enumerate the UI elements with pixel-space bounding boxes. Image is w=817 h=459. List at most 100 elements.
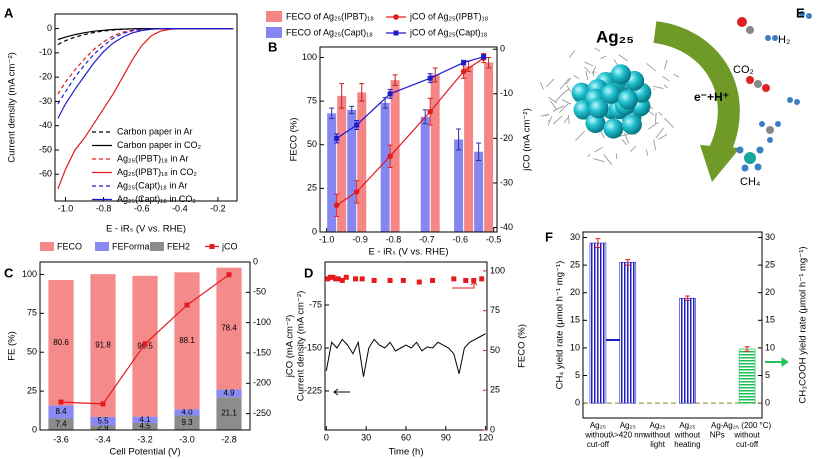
- point: [353, 189, 360, 195]
- arrow-head: [700, 145, 740, 182]
- bar: [430, 74, 440, 232]
- atom: [754, 163, 762, 171]
- panel-letter: E: [796, 5, 805, 20]
- plot-frame: [54, 13, 238, 202]
- value-label: 7.4: [55, 419, 67, 428]
- legend-swatch: [266, 27, 282, 38]
- silver-atom: [621, 114, 642, 135]
- x-tick-label: 60: [401, 432, 411, 442]
- ligand-bond: [648, 122, 659, 130]
- ligand-bond: [545, 114, 548, 117]
- ligand-bond: [591, 66, 597, 74]
- point: [100, 401, 106, 407]
- panel-letter: F: [545, 229, 553, 244]
- ligand-bond: [540, 82, 544, 90]
- line: [57, 28, 234, 105]
- ligand-bond: [565, 77, 572, 85]
- ligand-bond: [559, 77, 570, 90]
- x-tick-label-line: without: [674, 431, 701, 440]
- ligand-bond: [646, 63, 657, 72]
- point: [400, 277, 406, 283]
- legend-label: Ag₂₅(Capt)₁₈ in Ar: [117, 180, 187, 190]
- y-tick-label: 30: [570, 232, 580, 242]
- legend-swatch: [266, 11, 282, 22]
- y-tick-label: 75: [490, 305, 500, 315]
- ligand-bond: [566, 85, 571, 92]
- ligand-bond: [540, 113, 550, 117]
- y-tick-label: -30: [500, 177, 513, 187]
- bar: [484, 62, 494, 232]
- x-tick-label-line: Ag₂₅: [620, 421, 636, 430]
- silver-atom: [617, 89, 638, 110]
- x-tick-label-line: without: [644, 431, 671, 440]
- cluster-label: Ag₂₅: [596, 27, 634, 46]
- bar: [474, 151, 484, 232]
- y-tick-label: 0: [490, 424, 495, 434]
- point: [226, 272, 232, 278]
- bar: [380, 102, 390, 232]
- point: [427, 75, 433, 81]
- y-tick-label: 0: [32, 424, 37, 434]
- x-axis-label: E - iRₛ (V vs. RHE): [368, 247, 448, 258]
- x-tick-label: 0: [324, 432, 329, 442]
- legend-label: FECO of Ag₂₅(Capt)₁₈: [286, 27, 373, 37]
- x-tick-label: 30: [361, 432, 371, 442]
- x-tick-label: -1.0: [319, 234, 335, 244]
- point: [387, 153, 393, 160]
- bar-segment: [132, 416, 158, 423]
- x-tick-label: -0.7: [419, 234, 435, 244]
- bar: [357, 92, 367, 233]
- y-axis-label: Current density (mA cm⁻²): [296, 291, 307, 402]
- x-tick-label: -0.2: [210, 203, 226, 213]
- point: [479, 276, 485, 282]
- value-label: 8.4: [55, 407, 67, 416]
- x-tick-label: -0.6: [134, 203, 150, 213]
- ligand-bond: [658, 133, 668, 140]
- arrow: [333, 388, 350, 396]
- value-label: 5.5: [97, 416, 109, 425]
- atom: [762, 84, 770, 92]
- y-tick-label: 30: [765, 232, 775, 242]
- panel-letter: A: [4, 5, 14, 20]
- bar-segment: [174, 272, 200, 410]
- ligand-bond: [624, 132, 629, 144]
- y2-axis-label: CH₃COOH yield rate (μmol h⁻¹ mg⁻¹): [798, 246, 809, 403]
- x-tick-label: -0.5: [486, 234, 502, 244]
- point: [325, 276, 331, 282]
- molecule-label: e⁻+H⁺: [694, 90, 729, 104]
- ligand-bond: [600, 55, 607, 60]
- ligand-bond: [567, 114, 570, 124]
- y-tick-label: -40: [39, 120, 52, 130]
- value-label: 4.0: [181, 408, 193, 417]
- panel-letter: B: [268, 39, 277, 54]
- y-tick-label: 75: [307, 95, 317, 105]
- y-tick-label: 25: [307, 183, 317, 193]
- ligand-bond: [573, 74, 580, 80]
- bar-segment: [132, 423, 158, 430]
- atom: [806, 13, 812, 19]
- error-bar: [744, 346, 750, 352]
- y-tick-label: -150: [304, 342, 322, 352]
- atom: [746, 26, 754, 34]
- x-tick-label: -3.6: [53, 434, 69, 444]
- ligand-bond: [653, 85, 664, 90]
- bar: [738, 348, 756, 404]
- value-label: 21.1: [221, 409, 237, 418]
- y-tick-label: -60: [39, 169, 52, 179]
- point: [58, 399, 64, 405]
- plot-frame: [324, 261, 488, 431]
- ligand-bond: [548, 96, 558, 104]
- x-tick-label: -0.4: [172, 203, 188, 213]
- point: [354, 122, 360, 128]
- y-tick-label: 25: [27, 385, 37, 395]
- point: [387, 91, 393, 97]
- point: [333, 202, 340, 209]
- ligand-bond: [550, 100, 558, 111]
- bar-segment: [48, 405, 74, 419]
- point: [416, 279, 422, 285]
- x-tick-label: -3.4: [95, 434, 111, 444]
- legend-label: FEFormate: [112, 241, 157, 251]
- point: [451, 276, 457, 282]
- bar: [420, 116, 430, 232]
- value-label: 91.8: [95, 341, 111, 350]
